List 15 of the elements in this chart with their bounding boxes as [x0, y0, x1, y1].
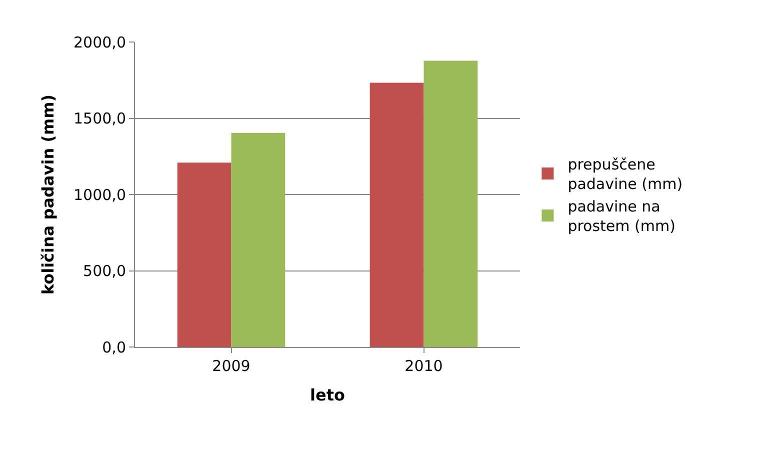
- legend-label: padavine na prostem (mm): [568, 198, 676, 236]
- bar: [370, 82, 424, 347]
- bar: [231, 132, 286, 347]
- bar: [424, 60, 478, 347]
- y-axis-title: količina padavin (mm): [38, 94, 58, 295]
- x-axis-title: leto: [310, 386, 345, 405]
- legend-label: prepuščene padavine (mm): [568, 156, 683, 194]
- y-tick-label: 0,0: [102, 338, 126, 356]
- y-tick-label: 1000,0: [74, 186, 126, 204]
- y-tick-label: 1500,0: [74, 110, 126, 128]
- x-tick-label: 2009: [212, 357, 250, 375]
- x-tick-label: 2010: [404, 357, 443, 375]
- y-tick-label: 2000,0: [74, 33, 126, 52]
- y-tick-label: 500,0: [83, 262, 126, 280]
- bar: [177, 162, 232, 347]
